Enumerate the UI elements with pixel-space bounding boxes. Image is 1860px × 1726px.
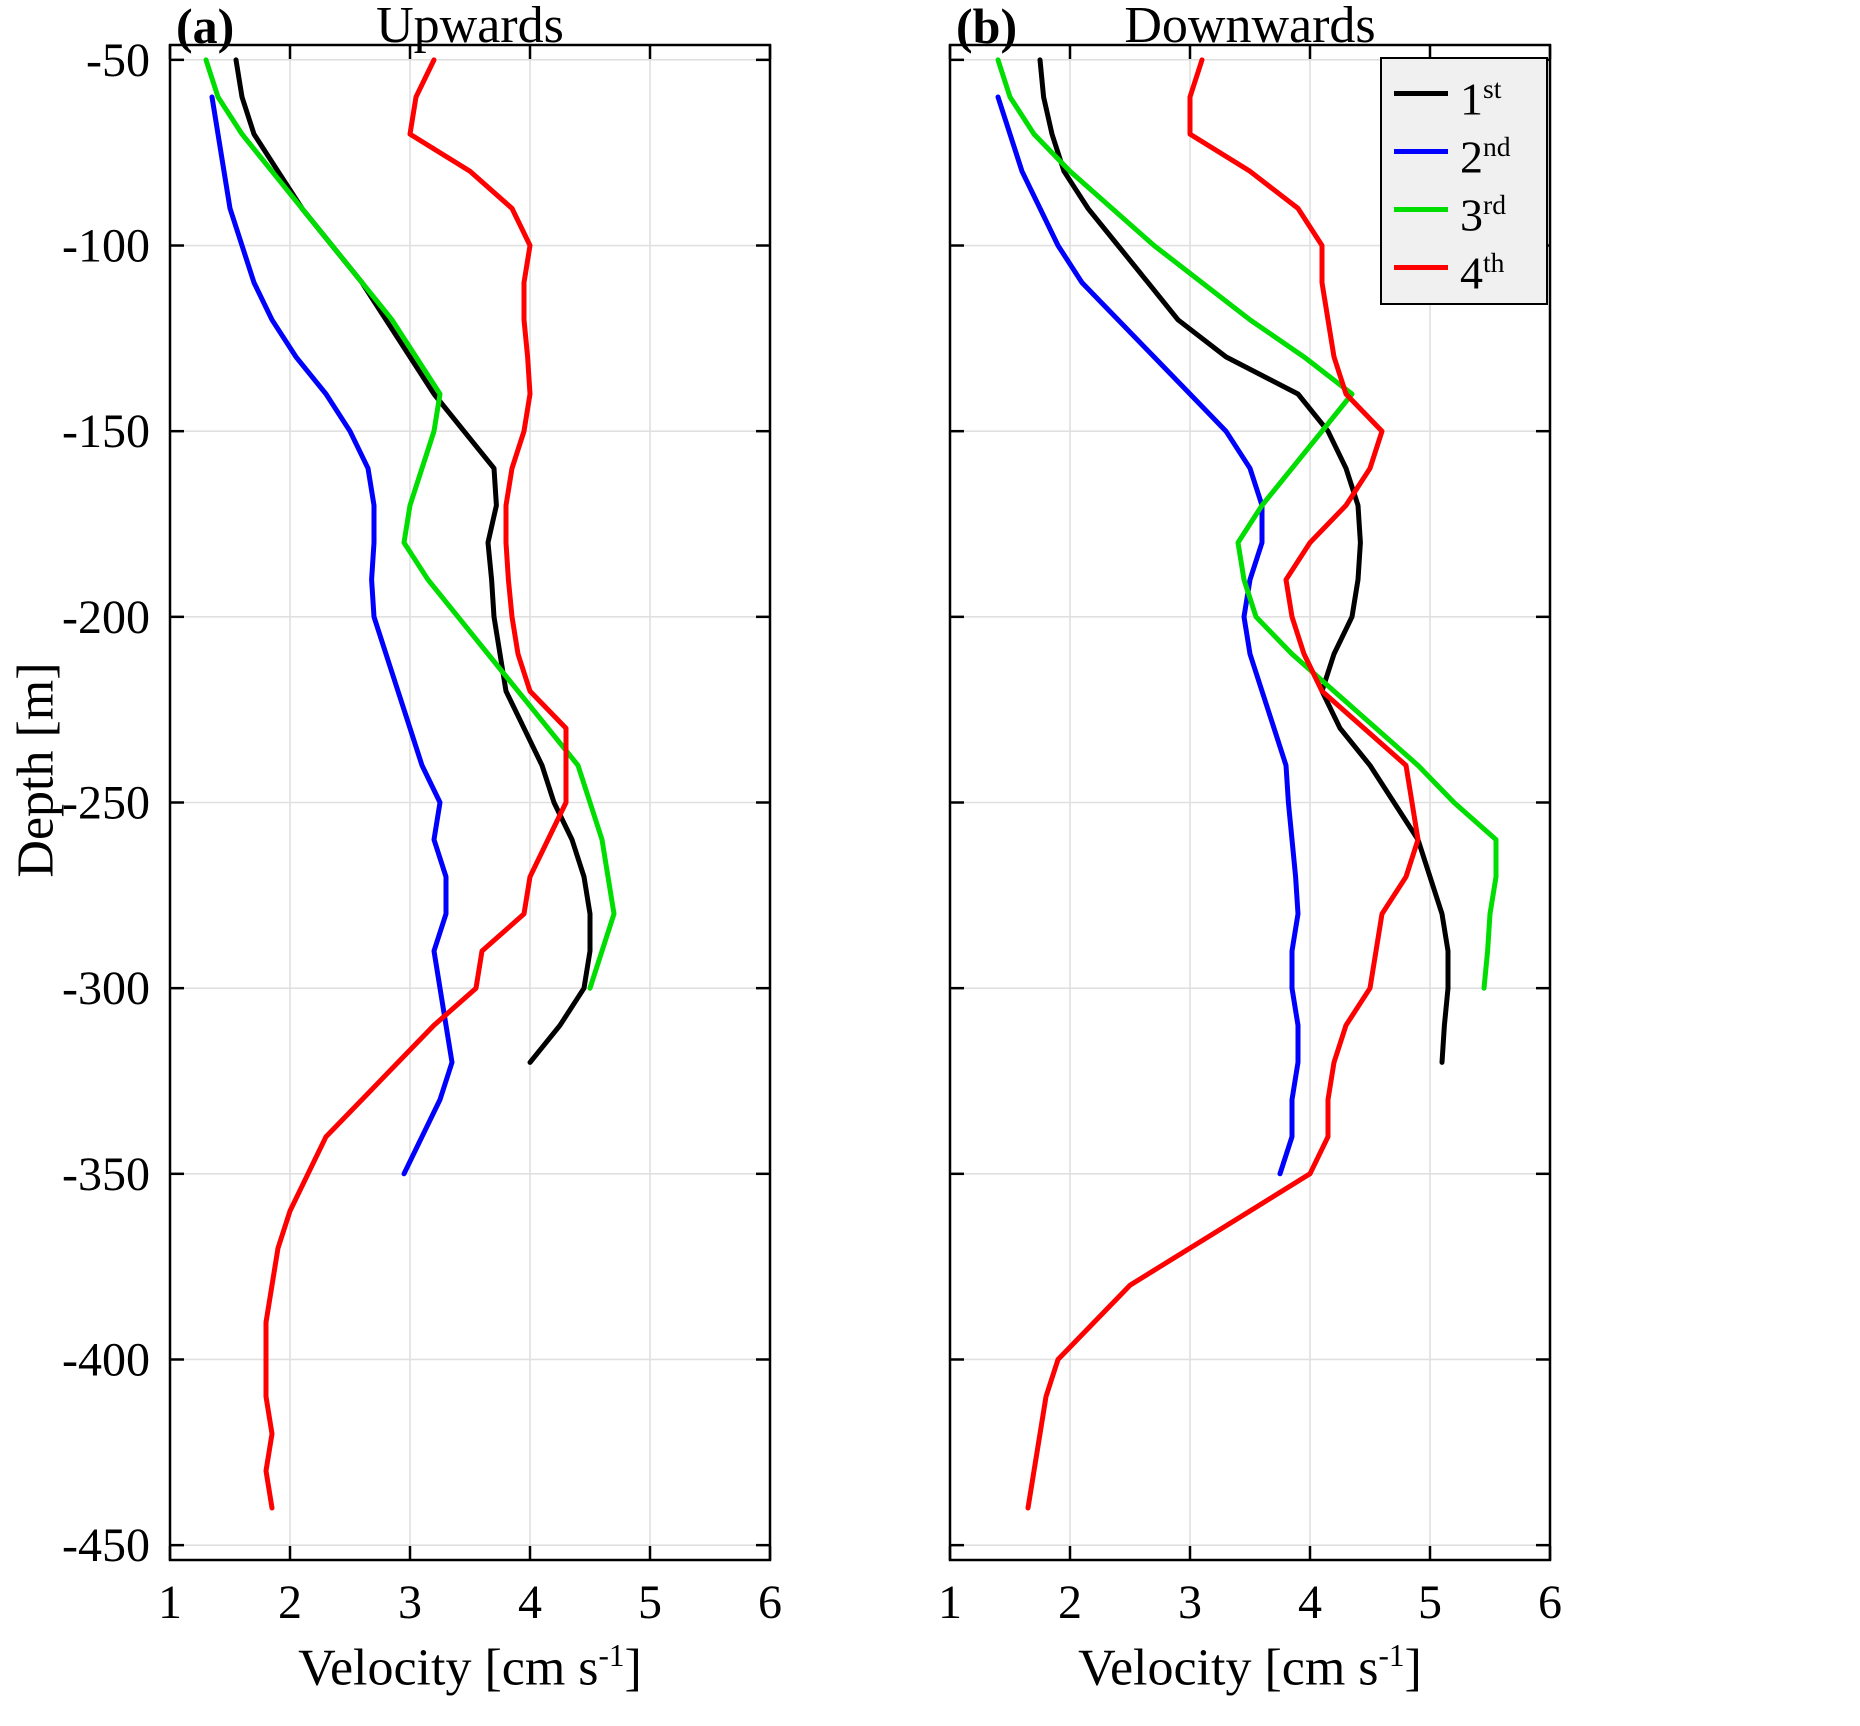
legend-label-2nd-base: 2 [1460,131,1483,183]
x-tick-label: 4 [1298,1576,1322,1629]
x-tick-label: 1 [938,1576,962,1629]
series-line-3rd-panel-b [995,57,1499,991]
legend-label-3rd-sup: rd [1483,188,1506,220]
x-axis-label-a-text: Velocity [cm s [298,1639,599,1697]
x-tick-label: 5 [638,1576,662,1629]
x-axis-label-a-close: ] [624,1639,642,1697]
x-tick-label: 6 [1538,1576,1562,1629]
y-tick-label: -150 [62,405,150,458]
legend-label-2nd: 2nd [1460,124,1511,180]
x-axis-label-b: Velocity [cm s-1] [950,1638,1550,1697]
panel-a-title: Upwards [376,0,564,54]
series-line-4th-panel-b [1025,57,1421,1511]
legend-label-1st-base: 1 [1460,73,1483,125]
x-tick-label: 4 [518,1576,542,1629]
y-tick-label: -350 [62,1148,150,1201]
x-axis-label-b-sup: -1 [1378,1638,1405,1673]
legend-line-4th [1394,265,1448,271]
legend-line-2nd [1394,149,1448,155]
x-axis-label-b-text: Velocity [cm s [1078,1639,1379,1697]
y-tick-label: -200 [62,591,150,644]
legend-label-1st: 1st [1460,66,1501,122]
y-tick-label: -400 [62,1333,150,1386]
x-tick-label: 6 [758,1576,782,1629]
x-tick-label: 3 [398,1576,422,1629]
y-tick-label: -100 [62,220,150,273]
x-axis-label-a-sup: -1 [598,1638,625,1673]
legend-item-1st: 1st [1394,66,1540,122]
x-tick-label: 2 [1058,1576,1082,1629]
legend-label-3rd-base: 3 [1460,189,1483,241]
legend-label-1st-sup: st [1483,72,1502,104]
legend-label-4th-base: 4 [1460,247,1483,299]
legend: 1st 2nd 3rd 4th [1380,57,1548,305]
panel-a-label: (a) [176,0,235,54]
y-tick-label: -50 [86,34,150,87]
legend-label-3rd: 3rd [1460,182,1506,238]
y-axis-label: Depth [m] [7,662,65,878]
legend-line-1st [1394,91,1448,97]
panel-b-title: Downwards [1124,0,1376,54]
series-line-2nd-panel-b [995,94,1301,1177]
panel-b-label: (b) [956,0,1018,54]
legend-item-4th: 4th [1394,240,1540,296]
legend-item-2nd: 2nd [1394,124,1540,180]
x-axis-label-b-close: ] [1404,1639,1422,1697]
y-tick-label: -450 [62,1519,150,1572]
legend-label-4th-sup: th [1483,246,1505,278]
legend-item-3rd: 3rd [1394,182,1540,238]
x-axis-label-a: Velocity [cm s-1] [170,1638,770,1697]
y-tick-label: -250 [62,777,150,830]
x-tick-label: 5 [1418,1576,1442,1629]
legend-label-4th: 4th [1460,240,1504,296]
x-tick-label: 2 [278,1576,302,1629]
x-tick-label: 3 [1178,1576,1202,1629]
legend-label-2nd-sup: nd [1483,130,1511,162]
x-tick-label: 1 [158,1576,182,1629]
series-line-2nd-panel-a [209,94,455,1177]
legend-line-3rd [1394,207,1448,213]
series-line-4th-panel-a [263,57,569,1511]
y-tick-label: -300 [62,962,150,1015]
series-line-1st-panel-b [1037,57,1451,1065]
series-line-3rd-panel-a [203,57,617,991]
